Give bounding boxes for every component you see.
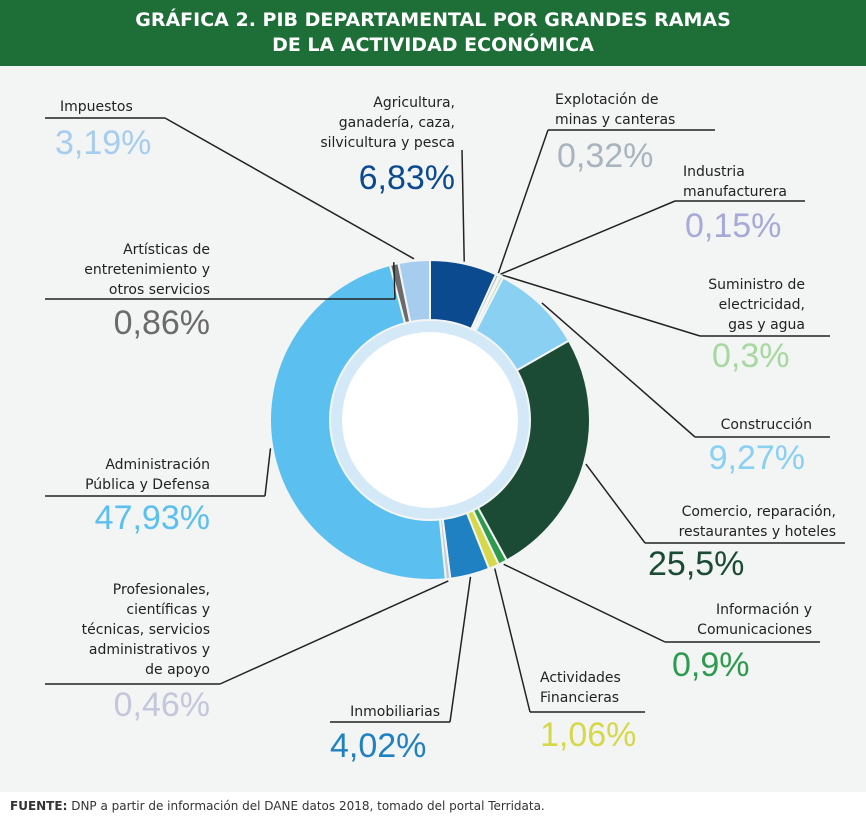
leader-line	[541, 302, 696, 438]
leader-line	[264, 448, 272, 497]
category-label: Agricultura, ganadería, caza, silvicultura…	[320, 95, 455, 151]
value-label: 0,3%	[712, 337, 790, 375]
value-label: 6,83%	[359, 159, 455, 197]
category-label: Impuestos	[60, 99, 133, 115]
value-label: 25,5%	[648, 545, 744, 583]
donut-slice	[269, 263, 447, 581]
category-label: Inmobiliarias	[350, 704, 440, 720]
footer-text: DNP a partir de información del DANE dat…	[71, 799, 545, 813]
category-label: Suministro de electricidad, gas y agua	[708, 277, 805, 333]
leader-line	[393, 262, 396, 300]
leader-line	[449, 576, 472, 723]
category-label: Información y Comunicaciones	[697, 602, 812, 638]
value-label: 47,93%	[95, 499, 210, 537]
title-bar	[0, 0, 866, 66]
footer-label: FUENTE:	[10, 799, 67, 813]
leader-line	[500, 200, 676, 275]
donut-slice	[476, 339, 591, 562]
leader-line	[461, 149, 465, 262]
value-label: 1,06%	[540, 716, 636, 754]
leader-line	[219, 580, 449, 685]
value-label: 0,9%	[672, 646, 750, 684]
value-label: 0,15%	[685, 207, 781, 245]
value-label: 4,02%	[330, 727, 426, 765]
value-label: 9,27%	[709, 439, 805, 477]
value-label: 3,19%	[55, 124, 151, 162]
category-label: Profesionales, científicas y técnicas, ser…	[82, 582, 210, 678]
leader-line	[494, 568, 531, 713]
footer: FUENTE: DNP a partir de información del …	[10, 799, 545, 813]
category-label: Artísticas de entretenimiento y otros serv…	[84, 242, 210, 298]
leader-line	[497, 129, 549, 274]
leader-line	[502, 274, 701, 337]
value-label: 0,86%	[114, 304, 210, 342]
category-label: Construcción	[721, 417, 812, 433]
value-label: 0,46%	[114, 686, 210, 724]
category-label: Explotación de minas y canteras	[555, 92, 675, 128]
category-label: Comercio, reparación, restaurantes y hote…	[679, 504, 836, 540]
leader-line	[164, 117, 415, 260]
category-label: Administración Pública y Defensa	[85, 457, 210, 493]
category-label: Actividades Financieras	[540, 670, 621, 706]
value-label: 0,32%	[557, 137, 653, 175]
leader-line	[503, 563, 666, 643]
leader-line	[585, 463, 646, 544]
donut-hole	[342, 332, 518, 508]
chart-title: GRÁFICA 2. PIB DEPARTAMENTAL POR GRANDES…	[135, 8, 731, 56]
category-label: Industria manufacturera	[683, 164, 787, 200]
donut-slice	[397, 258, 431, 324]
